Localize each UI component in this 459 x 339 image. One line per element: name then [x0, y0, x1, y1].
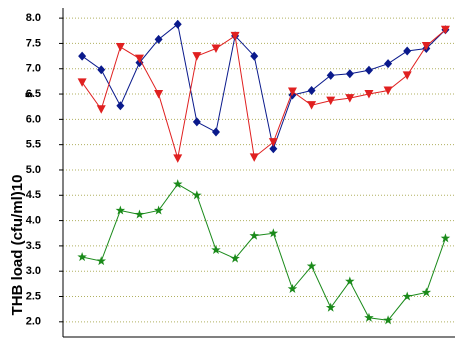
marker [230, 253, 240, 263]
y-tick-label: 4.5 [26, 189, 41, 201]
series-line [82, 183, 446, 321]
marker [211, 127, 220, 137]
y-tick-label: 2.0 [26, 316, 41, 328]
marker [250, 51, 259, 61]
marker [78, 51, 87, 61]
marker [307, 86, 316, 96]
marker [287, 283, 298, 293]
y-tick-label: 2.5 [26, 290, 41, 302]
marker [307, 101, 317, 110]
marker [153, 205, 164, 215]
marker [269, 144, 278, 154]
marker [402, 291, 412, 301]
y-tick-label: 6.5 [26, 88, 41, 100]
y-axis-label: THB load (cfu/ml)10 [9, 175, 26, 316]
marker [421, 41, 431, 51]
marker [211, 44, 221, 53]
marker [249, 230, 259, 240]
y-tick-label: 5.5 [26, 139, 41, 151]
marker [345, 276, 355, 286]
marker [115, 205, 126, 215]
marker [440, 233, 451, 243]
marker [211, 244, 221, 254]
marker [115, 42, 125, 52]
marker [96, 256, 106, 266]
marker [325, 302, 336, 312]
y-tick-label: 3.0 [26, 265, 41, 277]
marker [97, 65, 106, 75]
marker [192, 190, 202, 200]
marker [249, 153, 259, 162]
marker [383, 86, 393, 96]
marker [326, 96, 336, 106]
marker [306, 261, 317, 271]
marker [192, 117, 201, 127]
marker [230, 31, 240, 41]
marker [364, 65, 373, 75]
marker [154, 34, 163, 44]
marker [134, 209, 145, 219]
y-tick-label: 7.0 [26, 63, 41, 75]
series-line [81, 23, 446, 151]
marker [364, 90, 374, 99]
marker [116, 101, 125, 111]
marker [364, 312, 374, 322]
marker [421, 287, 432, 297]
marker [77, 78, 87, 87]
y-tick-label: 8.0 [26, 12, 41, 24]
marker [326, 70, 335, 80]
marker [403, 46, 412, 56]
marker [96, 105, 106, 114]
marker [287, 87, 297, 97]
y-tick-label: 6.0 [26, 113, 41, 125]
y-tick-label: 5.0 [26, 164, 41, 176]
marker [402, 71, 412, 80]
marker [77, 252, 87, 262]
marker [134, 54, 144, 64]
y-tick-label: 3.5 [26, 240, 41, 252]
y-tick-label: 7.5 [26, 37, 41, 49]
marker [154, 90, 164, 99]
marker [383, 315, 393, 325]
marker [192, 52, 202, 61]
marker [268, 228, 279, 238]
marker [440, 25, 450, 35]
marker [173, 19, 182, 29]
marker [384, 59, 393, 69]
marker [173, 154, 183, 163]
series-line [81, 29, 446, 159]
marker [345, 69, 354, 79]
y-axis-label-superscript: 5 [25, 92, 36, 98]
y-tick-label: 4.0 [26, 214, 41, 226]
marker [172, 179, 183, 189]
marker [268, 138, 278, 147]
marker [345, 94, 355, 103]
